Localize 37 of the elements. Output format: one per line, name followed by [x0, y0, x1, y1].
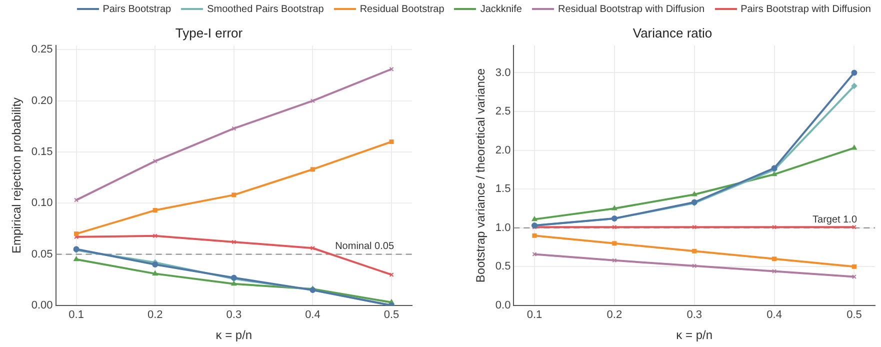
x-axis-title: κ = p/n — [216, 328, 252, 342]
legend-label: Pairs Bootstrap — [102, 4, 172, 14]
chart-title: Type-I error — [175, 25, 244, 40]
ref-line-label: Nominal 0.05 — [335, 241, 394, 252]
y-tick-label: 0.10 — [31, 197, 53, 210]
x-tick-label: 0.2 — [147, 309, 163, 322]
x-tick-label: 0.1 — [68, 309, 84, 322]
legend-label: Residual Bootstrap with Diffusion — [558, 4, 705, 14]
x-tick-label: 0.2 — [606, 309, 622, 322]
y-tick-label: 0.00 — [31, 299, 53, 312]
legend-label: Residual Bootstrap — [360, 4, 444, 14]
y-axis-title: Bootstrap variance / theoretical variance — [474, 68, 488, 283]
y-axis-title: Empirical rejection probability — [10, 97, 24, 254]
legend-label: Smoothed Pairs Bootstrap — [207, 4, 324, 14]
y-tick-label: 0.05 — [31, 248, 53, 260]
x-tick-label: 0.5 — [846, 309, 862, 322]
y-tick-label: 0.5 — [495, 260, 511, 273]
y-tick-label: 1.0 — [495, 222, 511, 234]
x-tick-label: 0.4 — [305, 309, 320, 322]
y-tick-label: 2.5 — [495, 106, 511, 118]
y-tick-label: 0.20 — [31, 94, 53, 107]
legend-label: Jackknife — [480, 4, 522, 14]
y-tick-label: 2.0 — [495, 144, 511, 156]
y-tick-label: 0.0 — [495, 299, 511, 312]
y-tick-label: 3.0 — [495, 66, 511, 79]
legend-label: Pairs Bootstrap with Diffusion — [740, 4, 871, 14]
x-tick-label: 0.4 — [766, 309, 782, 322]
ref-line-label: Target 1.0 — [812, 214, 858, 226]
x-axis-title: κ = p/n — [676, 328, 713, 342]
chart-title: Variance ratio — [632, 25, 712, 40]
x-tick-label: 0.1 — [526, 309, 542, 322]
x-tick-label: 0.3 — [686, 309, 702, 322]
y-tick-label: 0.25 — [31, 44, 53, 56]
x-tick-label: 0.5 — [384, 309, 400, 322]
x-tick-label: 0.3 — [226, 309, 242, 322]
y-tick-label: 0.15 — [31, 146, 53, 158]
y-tick-label: 1.5 — [495, 183, 511, 196]
